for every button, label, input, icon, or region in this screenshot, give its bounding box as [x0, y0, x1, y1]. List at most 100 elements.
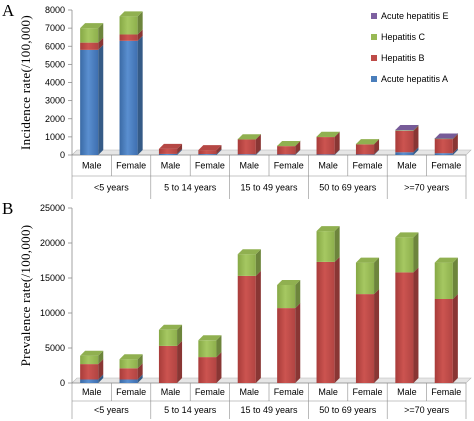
panel-a-bar-hepatitis-b-7-side: [374, 139, 380, 155]
panel-a-bar-acute-hepatitis-a-4: [237, 154, 256, 155]
panel-b-bar-acute-hepatitis-a-1: [119, 379, 138, 383]
panel-b-category-label-male: Male: [397, 387, 417, 397]
panel-a-bar-acute-hepatitis-a-8-side: [413, 147, 419, 155]
panel-a-bar-hepatitis-b-3-side: [216, 145, 222, 155]
panel-a-bar-hepatitis-b-0-side: [98, 37, 104, 50]
panel-a-y-tick-label: 0: [60, 150, 65, 160]
panel-b-group-label-70-years: >=70 years: [404, 405, 450, 415]
panel-b-bar-hepatitis-b-5-side: [295, 303, 301, 383]
legend-label-acute-hepatitis-e: Acute hepatitis E: [381, 11, 449, 21]
panel-b-category-label-female: Female: [116, 387, 146, 397]
panel-b-category-label-male: Male: [161, 387, 181, 397]
panel-b-bar-hepatitis-c-8-side: [413, 232, 419, 273]
panel-a-category-label-male: Male: [318, 161, 338, 171]
panel-a-bar-acute-hepatitis-a-6-side: [334, 149, 340, 155]
panel-a-bar-hepatitis-b-2: [158, 148, 178, 154]
panel-b-bar-top-0: [80, 350, 104, 356]
panel-a-category-label-female: Female: [431, 161, 461, 171]
panel-b-y-tick-label: 0: [60, 378, 65, 388]
panel-a-bar-top-3: [198, 145, 222, 151]
panel-b-bar-top-3: [198, 335, 222, 341]
panel-b-bar-hepatitis-b-8: [395, 272, 414, 383]
panel-b-y-tick-label: 10000: [40, 308, 65, 318]
panel-a-bar-hepatitis-c-1: [119, 16, 138, 35]
panel-b-bar-hepatitis-b-0-side: [98, 359, 104, 380]
panel-b-bar-hepatitis-b-1: [119, 368, 138, 380]
panel-b-bar-hepatitis-b-7-side: [374, 289, 380, 383]
legend-label-hepatitis-b: Hepatitis B: [381, 53, 425, 63]
panel-b-letter: B: [2, 199, 13, 218]
panel-a-y-tick-label: 3000: [45, 96, 65, 106]
panel-b-bar-hepatitis-c-3-side: [216, 335, 222, 358]
panel-b-y-axis-label: Prevalence rate(/100,000): [18, 225, 33, 367]
panel-a-category-label-male: Male: [397, 161, 417, 171]
panel-a-y-tick-label: 7000: [45, 23, 65, 33]
panel-b-category-label-female: Female: [431, 387, 461, 397]
panel-a-bar-acute-hepatitis-e-8: [395, 129, 414, 131]
panel-a-y-tick-label: 2000: [45, 114, 65, 124]
panel-a-category-label-female: Female: [352, 161, 382, 171]
panel-a-bar-acute-hepatitis-a-2: [158, 153, 178, 155]
panel-a-bar-hepatitis-b-1-side: [137, 29, 143, 41]
panel-a-category-label-female: Female: [116, 161, 146, 171]
legend-label-hepatitis-c: Hepatitis C: [381, 32, 426, 42]
panel-a-bar-acute-hepatitis-a-0-side: [98, 44, 104, 155]
panel-a-category-label-male: Male: [161, 161, 181, 171]
panel-a-bar-hepatitis-b-9: [434, 139, 453, 154]
panel-a-bar-hepatitis-b-6-side: [334, 132, 340, 155]
panel-a-y-tick-label: 4000: [45, 78, 65, 88]
panel-b-category-label-female: Female: [195, 387, 225, 397]
panel-a-bar-hepatitis-b-4: [237, 139, 256, 155]
panel-b-bar-top-9: [434, 257, 458, 263]
panel-b-bar-hepatitis-c-8: [395, 237, 414, 273]
panel-a-bar-acute-hepatitis-a-7-side: [374, 149, 380, 155]
panel-a-bar-acute-hepatitis-a-1: [119, 40, 138, 155]
panel-a-bar-acute-hepatitis-a-9-side: [452, 148, 458, 155]
panel-a-y-tick-label: 5000: [45, 59, 65, 69]
panel-b-bar-hepatitis-b-8-side: [413, 267, 419, 383]
panel-b-bar-hepatitis-b-5: [277, 308, 296, 383]
panel-b-bar-hepatitis-c-3: [198, 340, 217, 358]
panel-b-bar-top-4: [237, 249, 261, 255]
panel-a-group-label-70-years: >=70 years: [404, 183, 450, 193]
panel-b-bar-hepatitis-c-1-side: [137, 354, 143, 369]
panel-a-bar-hepatitis-c-8: [395, 130, 414, 131]
panel-a-bar-hepatitis-b-5: [277, 146, 296, 155]
panel-b-category-label-male: Male: [240, 387, 260, 397]
panel-b-bar-hepatitis-c-0-side: [98, 350, 104, 365]
legend-swatch-acute-hepatitis-a: [371, 76, 377, 82]
panel-b-y-tick-label: 5000: [45, 343, 65, 353]
panel-a-bar-hepatitis-b-8: [395, 130, 414, 153]
panel-a-bar-acute-hepatitis-a-7: [355, 154, 375, 155]
panel-a-group-label-15-to-49-years: 15 to 49 years: [240, 183, 298, 193]
panel-b-bar-hepatitis-b-9-side: [452, 294, 458, 383]
panel-b-bar-top-2: [158, 324, 183, 330]
panel-b-bar-hepatitis-c-2-side: [177, 324, 183, 346]
panel-b-group-label-5-to-14-years: 5 to 14 years: [164, 405, 217, 415]
panel-a-bar-top-0: [80, 23, 104, 29]
panel-a-group-label-50-to-69-years: 50 to 69 years: [319, 183, 377, 193]
panel-b-bar-acute-hepatitis-a-0: [80, 379, 99, 383]
panel-a-y-tick-label: 1000: [45, 132, 65, 142]
panel-b-bar-hepatitis-c-0: [80, 355, 99, 365]
panel-a-bar-acute-hepatitis-a-4-side: [255, 149, 261, 155]
panel-b-bar-top-6: [316, 226, 340, 232]
panel-b-bar-hepatitis-c-2: [158, 329, 178, 346]
panel-b-y-tick-label: 20000: [40, 238, 65, 248]
legend-swatch-hepatitis-c: [371, 34, 377, 40]
panel-a-bar-acute-hepatitis-a-5-side: [295, 149, 301, 155]
panel-a-bar-top-8: [395, 124, 419, 130]
panel-a-bar-top-1: [119, 11, 143, 17]
panel-b-y-tick-label: 25000: [40, 203, 65, 213]
panel-b-bar-hepatitis-c-4-side: [255, 249, 261, 276]
panel-a-bar-hepatitis-c-1-side: [137, 11, 143, 35]
panel-b-category-label-female: Female: [352, 387, 382, 397]
panel-b-bar-hepatitis-b-3-side: [216, 352, 222, 383]
panel-b-bar-hepatitis-b-7: [355, 294, 375, 383]
panel-b-y-tick-label: 15000: [40, 273, 65, 283]
panel-a-bar-hepatitis-b-3: [198, 150, 217, 155]
legend-swatch-acute-hepatitis-e: [371, 13, 377, 19]
panel-a-bar-top-7: [355, 139, 380, 145]
panel-b-bar-hepatitis-b-6: [316, 261, 335, 383]
panel-b-category-label-female: Female: [274, 387, 304, 397]
